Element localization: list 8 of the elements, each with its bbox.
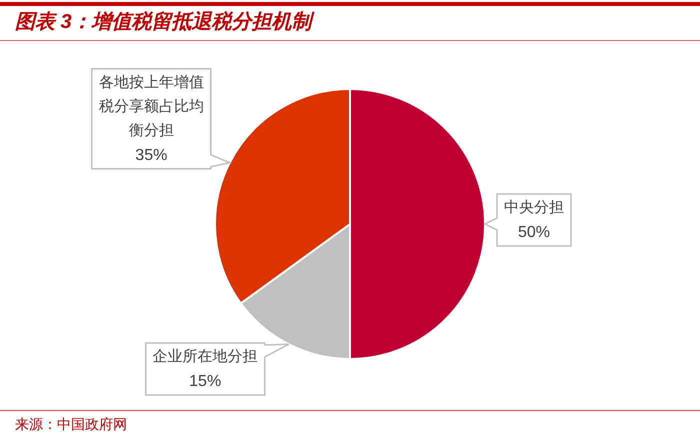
- source-note: 来源：中国政府网: [15, 417, 127, 433]
- slice-label: 各地按上年增值税分享额占比均衡分担: [98, 74, 204, 139]
- data-label: 15%: [189, 373, 222, 390]
- slice-label: 企业所在地分担: [152, 348, 258, 365]
- slice-label: 中央分担: [504, 199, 564, 216]
- data-label: 50%: [518, 224, 550, 241]
- data-label: 35%: [135, 146, 168, 164]
- chart-title: 图表 3：增值税留抵退税分担机制: [15, 10, 316, 33]
